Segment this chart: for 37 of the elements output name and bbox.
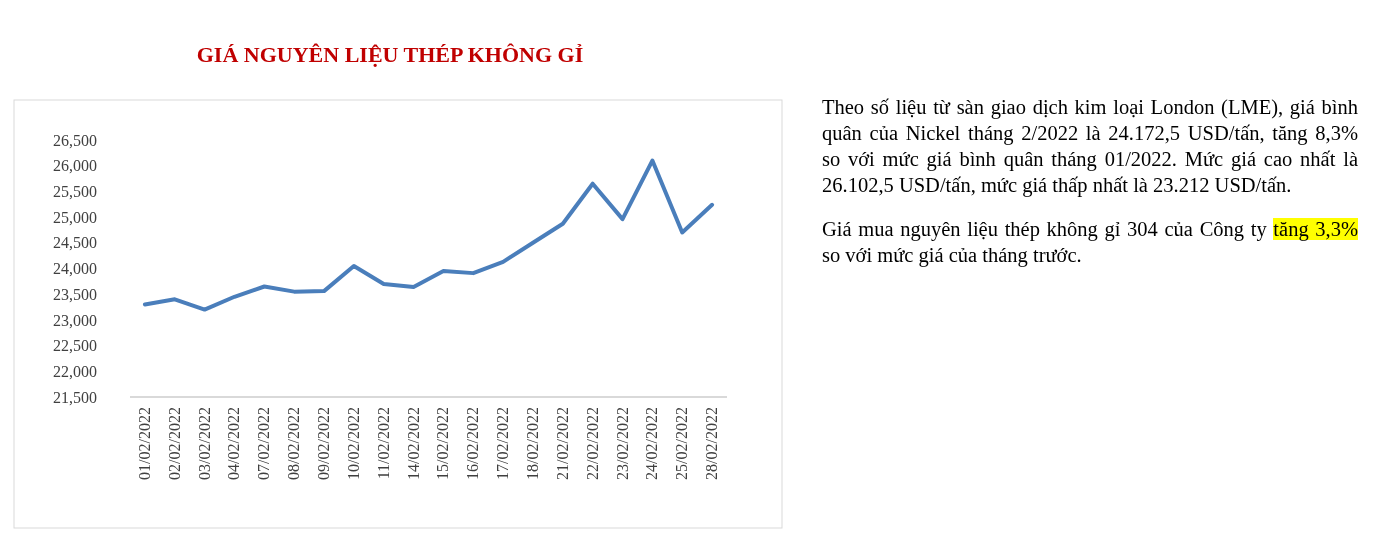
x-tick-label: 22/02/2022 xyxy=(583,407,601,480)
text: Giá mua nguyên liệu thép không gỉ 304 của Công ty xyxy=(822,218,1267,240)
y-tick-label: 21,500 xyxy=(53,388,97,406)
y-tick-label: 26,000 xyxy=(53,157,97,175)
text: tăng 3,3% xyxy=(1273,218,1359,240)
line-series xyxy=(142,158,715,312)
x-tick-label: 09/02/2022 xyxy=(315,407,333,480)
y-tick-label: 25,000 xyxy=(53,208,97,226)
y-tick-label: 25,500 xyxy=(53,183,97,200)
y-tick-label: 24,500 xyxy=(53,234,97,252)
x-tick-label: 11/02/2022 xyxy=(374,407,392,480)
y-tick-label: 22,500 xyxy=(53,337,97,355)
chart-title: GIÁ NGUYÊN LIỆU THÉP KHÔNG GỈ xyxy=(196,42,584,67)
y-tick-label: 24,000 xyxy=(53,260,97,278)
x-tick-label: 10/02/2022 xyxy=(344,407,362,480)
y-tick-label: 23,000 xyxy=(53,311,97,329)
x-tick-label: 08/02/2022 xyxy=(285,407,303,480)
x-tick-label: 03/02/2022 xyxy=(195,407,213,480)
x-tick-label: 07/02/2022 xyxy=(255,407,273,480)
x-tick-label: 02/02/2022 xyxy=(165,407,183,480)
x-tick-label: 18/02/2022 xyxy=(523,407,541,480)
x-tick-label: 24/02/2022 xyxy=(643,407,661,480)
y-tick-label: 26,500 xyxy=(53,131,97,149)
text: Theo số liệu từ sàn giao dịch kim loại London (LME), giá bình quân của Nickel tháng 2/2022 là 24.172,5 USD/tấn, tăng 8,3% so với mức giá bình quân tháng 01/2022. Mức giá cao nhất là 26.102,5 USD/tấn, mức giá thấp nhất là 23.212 USD/tấn. xyxy=(822,95,1358,198)
x-tick-label: 16/02/2022 xyxy=(464,407,482,480)
x-tick-label: 01/02/2022 xyxy=(135,407,153,480)
x-tick-label: 21/02/2022 xyxy=(553,407,571,480)
x-tick-label: 15/02/2022 xyxy=(434,407,452,480)
x-tick-label: 28/02/2022 xyxy=(703,407,721,480)
y-tick-label: 23,500 xyxy=(53,285,97,303)
x-tick-label: 14/02/2022 xyxy=(404,407,422,480)
x-tick-label: 23/02/2022 xyxy=(613,407,631,480)
x-tick-label: 25/02/2022 xyxy=(673,407,691,480)
y-tick-label: 22,000 xyxy=(53,362,97,380)
text: so với mức giá của tháng trước. xyxy=(822,244,1082,266)
x-tick-label: 04/02/2022 xyxy=(225,407,243,480)
x-tick-label: 17/02/2022 xyxy=(494,407,512,480)
